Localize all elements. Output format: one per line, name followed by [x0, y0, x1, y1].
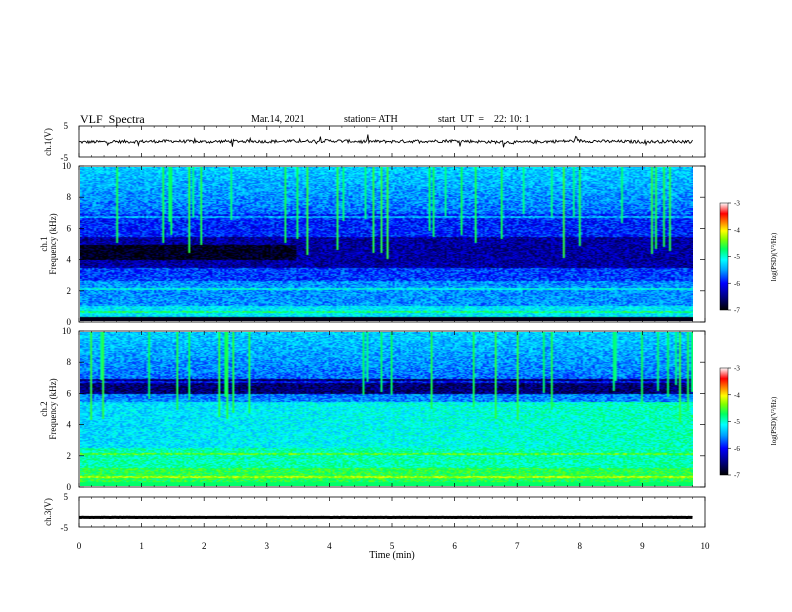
ch2-spectrogram-panel: 0 2 4 6 8 10 ch.2 Frequency (kHz) — [39, 326, 706, 492]
ch3-ytick-top: 5 — [64, 492, 69, 502]
x-tick-label: 8 — [578, 541, 583, 551]
start-time-label: start UT = 22: 10: 1 — [438, 114, 530, 125]
y-tick-label: 8 — [67, 357, 72, 367]
ch1-waveform-line — [78, 134, 693, 148]
x-tick-label: 7 — [515, 541, 520, 551]
station-label: station= ATH — [344, 114, 398, 125]
ch2-spec-ylabel-frequency: Frequency (kHz) — [48, 378, 58, 439]
x-tick-label: 6 — [452, 541, 457, 551]
ch3-waveform-frame — [78, 496, 706, 528]
colorbar-tick-label: -3 — [734, 365, 740, 373]
ch3-ytick-bottom: -5 — [61, 523, 69, 533]
y-tick-label: 10 — [62, 326, 72, 336]
ch1-ylabel: ch.1(V) — [43, 128, 53, 156]
y-tick-label: 2 — [67, 451, 72, 461]
date-label: Mar.14, 2021 — [251, 114, 305, 125]
ch1-waveform-panel: 5 -5 ch.1(V) — [43, 121, 706, 163]
colorbar-tick-label: -6 — [734, 445, 740, 453]
x-tick-label: 5 — [390, 541, 395, 551]
x-tick-label: 0 — [77, 541, 82, 551]
ch2-colorbar-gradient — [719, 367, 729, 476]
y-tick-label: 2 — [67, 286, 72, 296]
colorbar-tick-label: -3 — [734, 200, 740, 208]
ch1-spec-ylabel-channel: ch.1 — [39, 236, 49, 251]
x-tick-label: 9 — [640, 541, 645, 551]
ch1-spec-ylabel-frequency: Frequency (kHz) — [48, 213, 58, 274]
ch3-waveform-panel: 5 -5 ch.3(V) — [43, 492, 706, 533]
colorbar-tick-label: -4 — [734, 391, 740, 399]
x-tick-label: 10 — [701, 541, 711, 551]
colorbar-tick-label: -7 — [734, 472, 740, 480]
y-tick-label: 6 — [67, 223, 72, 233]
ch1-ytick-bottom: -5 — [61, 153, 69, 163]
ch2-spectrogram-image — [80, 332, 693, 486]
ch2-spec-ylabel-channel: ch.2 — [39, 401, 49, 416]
ch1-spectrogram-panel: 0 2 4 6 8 10 ch.1 Frequency (kHz) — [39, 161, 706, 327]
x-tick-label: 3 — [265, 541, 270, 551]
colorbar-tick-label: -5 — [734, 253, 740, 261]
x-tick-label: 1 — [139, 541, 144, 551]
colorbar-tick-label: -7 — [734, 307, 740, 315]
ch1-spectrogram-image — [80, 167, 693, 321]
ch1-colorbar-label: log(PSD)(V²/Hz) — [770, 232, 778, 281]
y-tick-label: 0 — [67, 317, 72, 327]
x-tick-label: 2 — [202, 541, 207, 551]
ch1-colorbar-gradient — [719, 202, 729, 311]
time-axis: 0 1 2 3 4 5 6 7 8 9 10 — [77, 126, 710, 551]
colorbar-tick-label: -5 — [734, 418, 740, 426]
ch2-colorbar: -3 -4 -5 -6 -7 log(PSD)(V²/Hz) — [719, 365, 778, 480]
y-tick-label: 6 — [67, 388, 72, 398]
y-tick-label: 10 — [62, 161, 72, 171]
y-tick-label: 4 — [67, 420, 72, 430]
colorbar-tick-label: -6 — [734, 280, 740, 288]
x-axis-label: Time (min) — [369, 550, 414, 561]
y-tick-label: 4 — [67, 255, 72, 265]
colorbar-tick-label: -4 — [734, 226, 740, 234]
x-tick-label: 4 — [327, 541, 332, 551]
ch1-ytick-top: 5 — [64, 121, 69, 131]
y-tick-label: 8 — [67, 192, 72, 202]
ch2-colorbar-label: log(PSD)(V²/Hz) — [770, 396, 778, 445]
ch1-colorbar: -3 -4 -5 -6 -7 log(PSD)(V²/Hz) — [719, 200, 778, 315]
chart-title: VLF Spectra — [80, 112, 145, 126]
ch3-ylabel: ch.3(V) — [43, 498, 53, 526]
y-tick-label: 0 — [67, 482, 72, 492]
